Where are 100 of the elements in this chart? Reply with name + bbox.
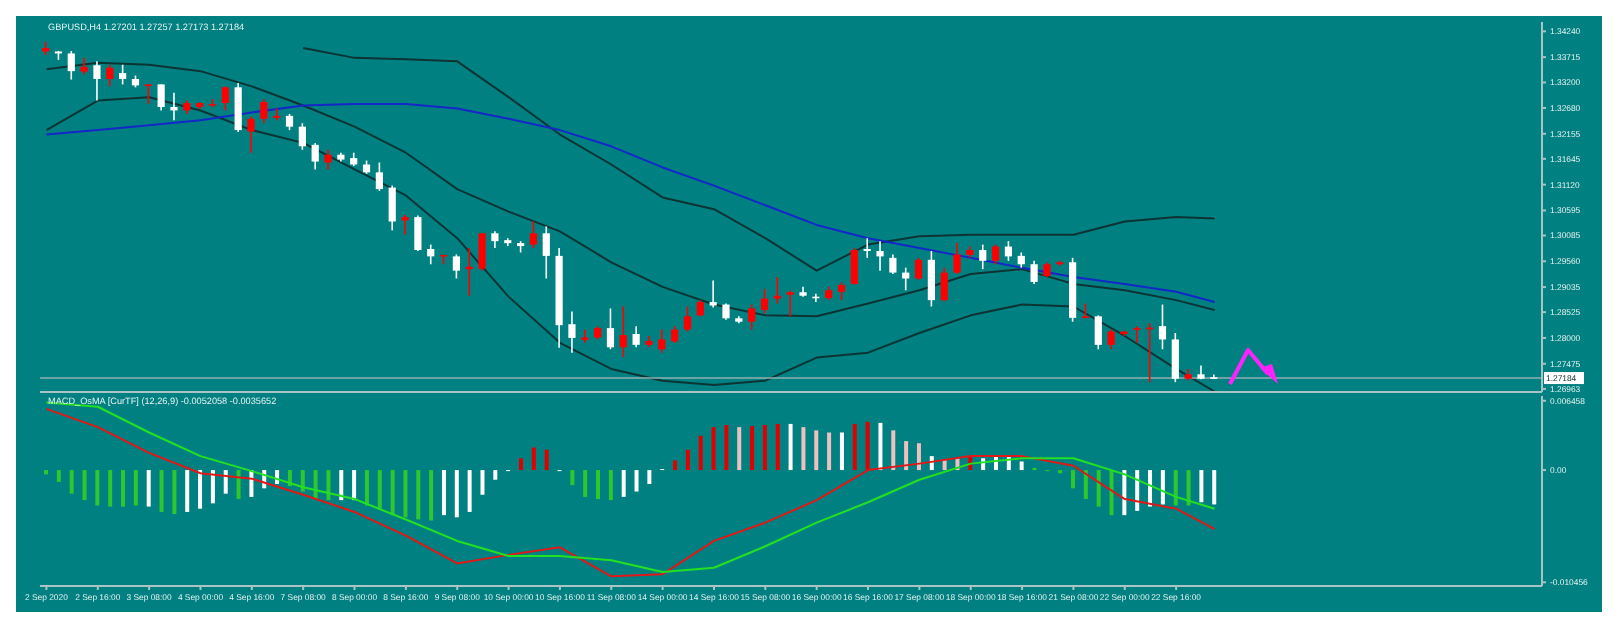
bar [95, 470, 100, 506]
bar [865, 421, 870, 471]
candlestick [234, 82, 242, 133]
candlestick [401, 214, 409, 236]
bar [724, 424, 729, 471]
bar [133, 470, 138, 506]
bar [364, 470, 369, 506]
bar [916, 443, 921, 471]
candlestick [709, 279, 717, 309]
candlestick [581, 328, 589, 344]
candlestick [991, 243, 1000, 266]
candlestick [940, 266, 948, 303]
bar [1071, 470, 1076, 489]
bar [403, 470, 408, 518]
candlestick [375, 161, 383, 192]
bar [1160, 470, 1165, 505]
bar [300, 470, 305, 492]
bar [198, 470, 203, 509]
line-series [45, 61, 1216, 318]
bar [801, 427, 806, 471]
candlestick [760, 288, 769, 315]
bar [326, 470, 331, 501]
bar [1019, 461, 1024, 471]
line-series [302, 47, 1216, 272]
candlestick [157, 83, 165, 112]
candlestick [427, 243, 435, 266]
bar [236, 470, 241, 500]
bar [172, 470, 177, 515]
candlestick [311, 142, 319, 171]
bar [1199, 470, 1204, 503]
bar [878, 422, 883, 471]
bar [467, 470, 472, 512]
candlestick [876, 240, 884, 272]
bar [339, 470, 344, 501]
bar [146, 470, 151, 507]
bar [891, 430, 896, 471]
candlestick [632, 325, 640, 349]
candlestick [748, 303, 756, 331]
bar [762, 424, 767, 471]
bar [1212, 470, 1217, 505]
candlestick [542, 225, 550, 280]
bar [480, 470, 485, 495]
bar [814, 430, 819, 471]
candlestick [221, 85, 229, 112]
candlestick [773, 276, 781, 305]
bar [839, 432, 844, 471]
candlestick [1171, 332, 1179, 383]
bar [737, 427, 742, 471]
candlestick [914, 257, 923, 281]
bar [583, 470, 588, 497]
bar [1096, 470, 1101, 507]
bar [634, 470, 639, 492]
bar [56, 470, 61, 482]
bar [441, 470, 446, 516]
candlestick [953, 242, 961, 275]
candlestick [452, 253, 460, 280]
candlestick [67, 50, 75, 81]
candlestick [529, 220, 538, 249]
candlestick [979, 243, 987, 270]
candlestick [170, 91, 178, 122]
bar [1122, 470, 1127, 516]
bar [621, 470, 626, 497]
candlestick [606, 307, 615, 351]
bar [1173, 470, 1178, 506]
bar [544, 449, 549, 471]
candlestick [1030, 260, 1038, 285]
bar [685, 449, 690, 471]
candlestick [786, 289, 794, 318]
candlestick [298, 122, 306, 151]
candlestick [619, 305, 627, 358]
candlestick [247, 116, 255, 154]
bar [1109, 470, 1114, 516]
candlestick [683, 305, 692, 333]
bar [69, 470, 74, 494]
candlestick [1094, 314, 1102, 351]
candlestick [414, 214, 422, 252]
bar [108, 470, 113, 507]
candlestick [119, 63, 127, 86]
candlestick [1133, 325, 1141, 344]
candlestick [658, 328, 666, 354]
bar [416, 470, 421, 520]
bar [1186, 470, 1191, 506]
bar [608, 470, 613, 501]
bar [82, 470, 87, 501]
candlestick [324, 148, 332, 171]
bar [904, 441, 909, 471]
bar [827, 432, 832, 471]
candlestick [1107, 328, 1115, 351]
candlestick [388, 184, 396, 232]
bar [352, 470, 357, 501]
candlestick [478, 232, 486, 272]
bar [185, 470, 190, 512]
bar [223, 470, 228, 494]
candlestick [568, 310, 576, 354]
bar [788, 423, 793, 471]
bar [698, 435, 703, 471]
bar [210, 470, 215, 504]
line-series [45, 103, 1216, 304]
candlestick [106, 63, 114, 88]
bar [454, 470, 459, 518]
